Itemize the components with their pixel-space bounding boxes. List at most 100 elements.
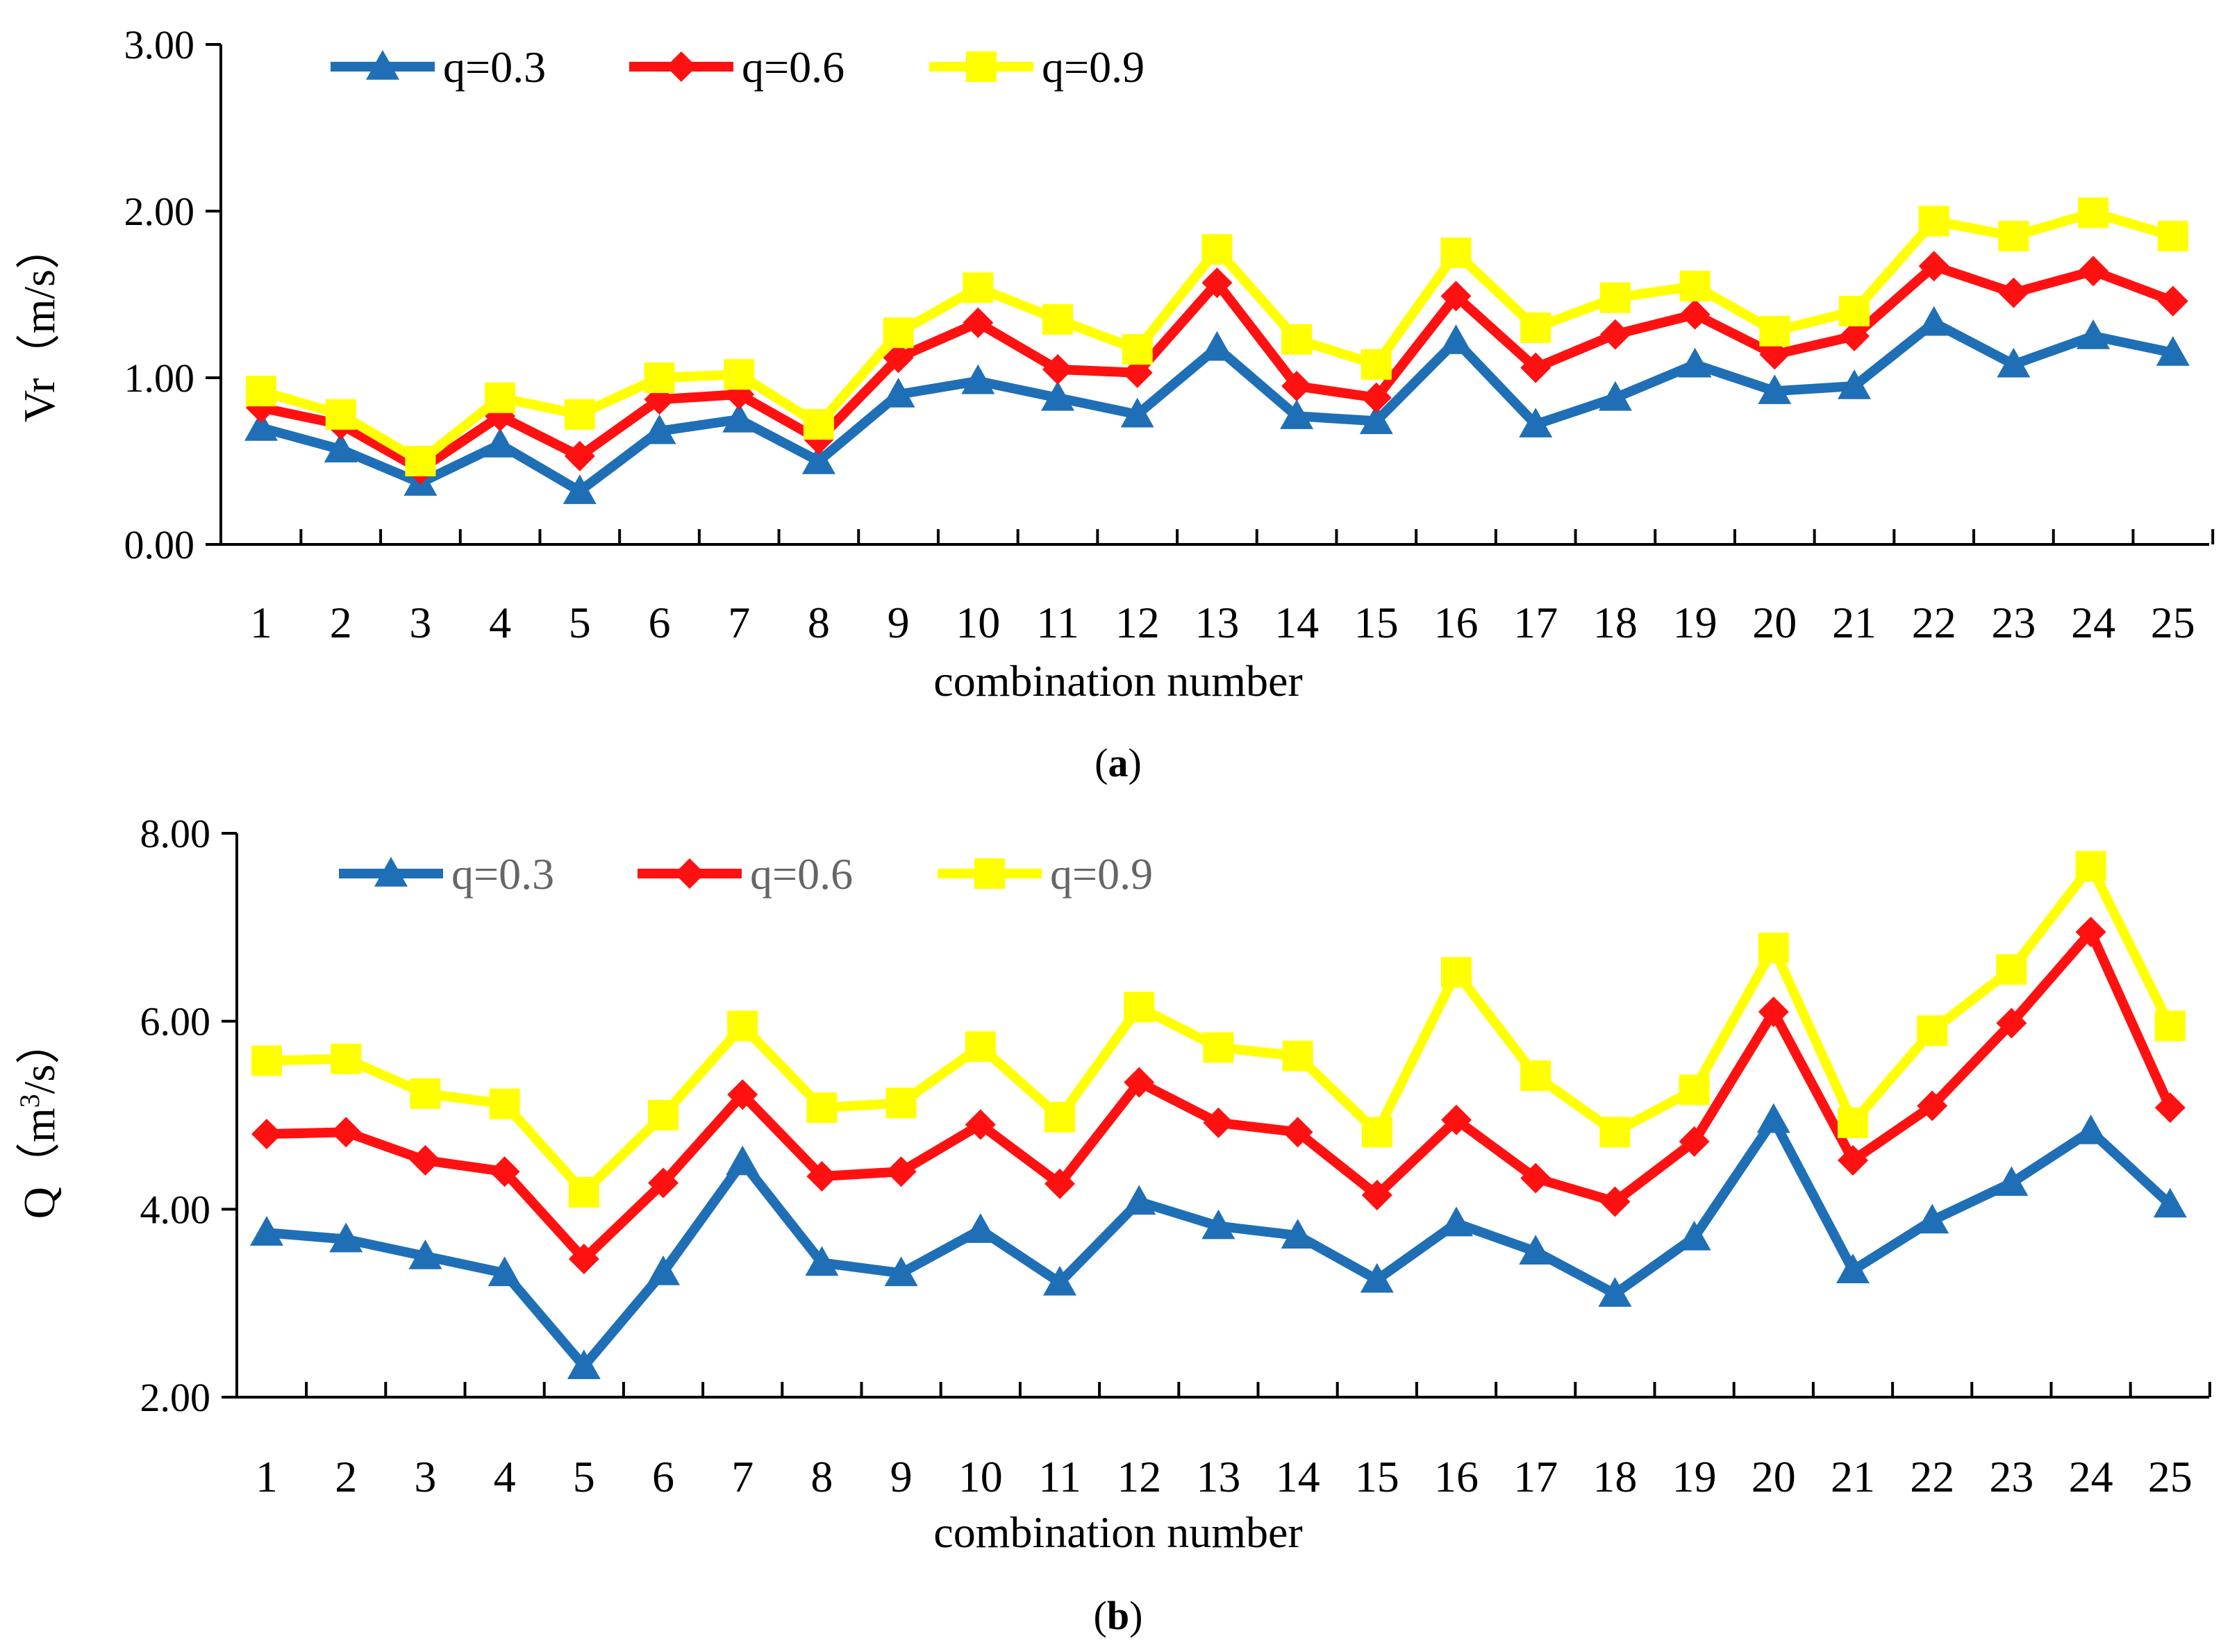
data-point <box>1997 347 2031 378</box>
data-point <box>564 440 595 472</box>
legend-label: q=0.9 <box>1042 42 1145 92</box>
x-tick-label: 12 <box>1117 1452 1161 1501</box>
data-point <box>1122 1185 1156 1215</box>
data-point <box>488 1256 522 1287</box>
data-point <box>2074 1115 2108 1144</box>
data-point <box>563 474 597 504</box>
data-point <box>2153 1187 2187 1218</box>
data-point <box>1679 1074 1710 1105</box>
x-tick-label: 16 <box>1434 1452 1479 1501</box>
data-point <box>1361 1180 1392 1211</box>
data-point <box>885 1087 917 1119</box>
data-point <box>726 1145 760 1176</box>
x-tick-label: 7 <box>728 598 750 647</box>
data-point <box>408 1240 442 1269</box>
data-point <box>885 1156 917 1187</box>
y-axis-ticks-a: 0.00 1.00 2.00 3.00 <box>124 22 221 567</box>
data-point <box>963 1213 997 1243</box>
data-point <box>1915 1203 1949 1234</box>
data-point <box>1839 321 1870 351</box>
data-point <box>1756 1103 1790 1133</box>
x-tick-label: 5 <box>573 1452 595 1501</box>
x-tick-label: 18 <box>1592 1452 1637 1501</box>
data-point <box>1679 1126 1710 1157</box>
data-point <box>331 1043 362 1074</box>
x-tick-label: 23 <box>1989 1452 2033 1501</box>
series-a <box>244 197 2190 504</box>
data-point <box>1201 1209 1235 1240</box>
legend-item: q=0.6 <box>638 849 853 899</box>
data-point <box>1598 381 1632 411</box>
data-point <box>250 1216 283 1246</box>
data-point <box>489 1156 520 1187</box>
data-point <box>1519 408 1553 437</box>
data-point <box>1282 1117 1313 1148</box>
x-tick-label: 13 <box>1196 1452 1240 1501</box>
data-point <box>1361 1117 1392 1148</box>
series-q=0.9 <box>251 851 2186 1208</box>
x-tick-label: 21 <box>1832 598 1877 647</box>
data-point <box>1759 315 1790 347</box>
y-tick-label: 1.00 <box>124 356 195 401</box>
caption-b: (b) <box>1094 1593 1143 1638</box>
data-point <box>1520 312 1551 343</box>
legend-label: q=0.6 <box>742 42 844 92</box>
x-tick-label: 3 <box>409 598 431 647</box>
data-point <box>1599 1186 1631 1217</box>
data-point <box>2075 851 2106 882</box>
x-tick-label: 16 <box>1434 598 1479 647</box>
data-point <box>246 376 276 407</box>
data-point <box>1280 399 1314 429</box>
data-point <box>1836 1253 1870 1284</box>
x-tick-label: 24 <box>2071 598 2115 647</box>
data-point <box>329 1222 363 1253</box>
data-point <box>568 1176 599 1208</box>
data-point <box>251 1119 282 1150</box>
data-point <box>1758 933 1789 964</box>
x-tick-label: 7 <box>731 1452 754 1501</box>
y-tick-label: 2.00 <box>124 189 195 234</box>
data-point <box>642 414 676 444</box>
y-tick-label: 6.00 <box>140 999 211 1044</box>
x-tick-label: 20 <box>1752 598 1797 647</box>
data-point <box>963 307 994 338</box>
x-tick-label: 15 <box>1354 598 1399 647</box>
data-point <box>1998 277 2029 308</box>
caption-a: (a) <box>1095 740 1142 785</box>
series-q=0.6 <box>251 917 2186 1275</box>
y-axis-ticks-b: 2.00 4.00 6.00 8.00 <box>140 811 237 1420</box>
data-point <box>1041 381 1074 411</box>
data-point <box>1281 324 1313 355</box>
x-tick-label: 10 <box>958 1452 1003 1501</box>
data-point <box>1439 324 1473 354</box>
x-tick-label: 15 <box>1355 1452 1399 1501</box>
data-point <box>1042 354 1073 385</box>
x-tick-label: 22 <box>1910 1452 1954 1501</box>
data-point <box>2157 221 2188 251</box>
data-point <box>884 1256 918 1287</box>
x-tick-label: 14 <box>1274 598 1319 647</box>
x-tick-label: 20 <box>1751 1452 1796 1501</box>
data-point <box>1519 1235 1553 1265</box>
data-point <box>1359 404 1393 435</box>
data-point <box>2078 256 2109 287</box>
chart-a: Vr（m/s） 0.001.002.003.00 1 2 3 4 5 6 7 8 9 10 11 12… <box>15 22 2215 785</box>
data-point <box>724 359 755 390</box>
legend-marker <box>674 858 705 889</box>
data-point <box>1520 352 1551 383</box>
x-tick-label: 8 <box>810 1452 833 1501</box>
data-point <box>1281 1219 1315 1249</box>
axes-a <box>219 44 2209 546</box>
data-point <box>1122 357 1153 388</box>
data-point <box>2157 285 2188 317</box>
data-point <box>1122 334 1153 365</box>
data-point <box>324 433 358 462</box>
data-point <box>883 317 914 349</box>
data-point <box>568 1244 599 1275</box>
data-point <box>644 362 675 393</box>
x-tick-label: 6 <box>652 1452 674 1501</box>
x-tick-label: 9 <box>888 598 910 647</box>
series-q=0.3 <box>250 1103 2187 1380</box>
data-point <box>1520 1060 1551 1092</box>
